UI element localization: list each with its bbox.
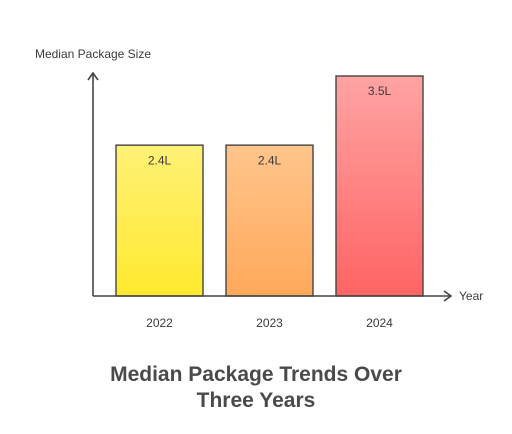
axes bbox=[87, 71, 453, 302]
bar bbox=[115, 144, 204, 297]
y-axis-arrow bbox=[87, 71, 99, 81]
y-axis-label: Median Package Size bbox=[35, 47, 151, 61]
value-label: 2.4L bbox=[258, 153, 282, 167]
x-axis-arrow bbox=[443, 290, 453, 302]
x-tick-label: 2024 bbox=[366, 316, 393, 330]
x-tick-label: 2022 bbox=[146, 316, 173, 330]
x-tick-label: 2023 bbox=[256, 316, 283, 330]
x-axis-label: Year bbox=[459, 289, 483, 303]
bar bbox=[335, 75, 424, 297]
bar bbox=[225, 144, 314, 297]
chart-title: Median Package Trends Over Three Years bbox=[110, 363, 402, 412]
value-label: 2.4L bbox=[148, 153, 172, 167]
value-label: 3.5L bbox=[368, 84, 392, 98]
